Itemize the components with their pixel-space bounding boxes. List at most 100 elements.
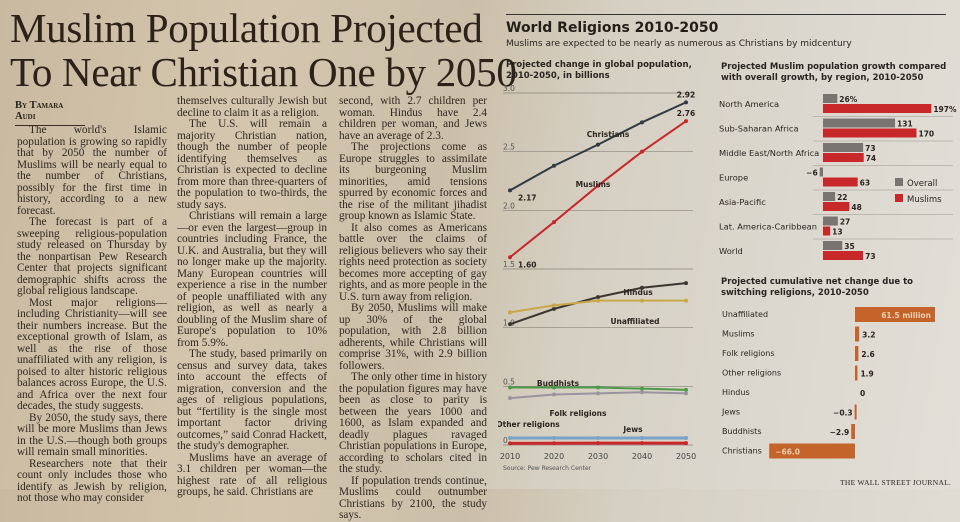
bar-value-label: 73 xyxy=(865,252,875,261)
article-paragraph: By 2050, Muslims will make up 30% of the… xyxy=(339,303,487,372)
bar-overall xyxy=(823,192,835,201)
article-paragraph: The U.S. will remain a majority Christia… xyxy=(177,119,327,211)
data-point xyxy=(508,322,512,326)
article-paragraph: Christians will remain a large—or even t… xyxy=(177,211,327,349)
data-point xyxy=(596,441,600,445)
article-paragraph: By 2050, the study says, there will be m… xyxy=(17,413,167,459)
data-point xyxy=(508,396,512,400)
source-note: Source: Pew Research Center xyxy=(503,465,592,472)
x-tick-label: 2030 xyxy=(588,452,608,461)
bar-value-label: 73 xyxy=(865,144,875,153)
bar-value-label: 74 xyxy=(866,154,876,163)
bar-value-label: 2.6 xyxy=(861,350,874,359)
article-paragraph: The study, based primarily on census and… xyxy=(177,349,327,453)
bar-value-label: −2.9 xyxy=(830,428,850,437)
switching-bar xyxy=(855,366,857,381)
bar-overall xyxy=(823,143,863,152)
bar-muslims xyxy=(823,178,858,187)
data-point xyxy=(684,299,688,303)
bar-muslims xyxy=(823,227,830,236)
article-column-2: themselves culturally Jewish but decline… xyxy=(177,96,327,499)
series-label: Other religions xyxy=(498,420,560,429)
switching-bar xyxy=(855,346,858,361)
x-tick-label: 2040 xyxy=(632,452,652,461)
bar-overall xyxy=(823,94,837,103)
bar-value-label: 61.5 million xyxy=(881,311,931,320)
data-point xyxy=(596,386,600,390)
bar-value-label: 13 xyxy=(832,228,842,237)
data-point xyxy=(552,436,556,440)
series-label: Buddhists xyxy=(537,379,580,388)
category-label: Jews xyxy=(721,408,740,417)
x-tick-label: 2020 xyxy=(544,452,564,461)
data-point xyxy=(640,150,644,154)
data-point xyxy=(508,441,512,445)
bar-overall xyxy=(823,241,842,250)
series-label: Muslims xyxy=(576,180,611,189)
bar-value-label: −0.3 xyxy=(833,409,853,418)
data-point xyxy=(684,441,688,445)
y-tick-label: 2.0 xyxy=(503,201,515,210)
article-paragraph: Researchers note that their count only i… xyxy=(17,459,167,505)
switching-bar xyxy=(851,424,855,439)
region-label: Europe xyxy=(719,173,748,183)
article-paragraph: second, with 2.7 children per woman. Hin… xyxy=(339,96,487,142)
infographic: World Religions 2010-2050 Muslims are ex… xyxy=(498,0,960,489)
bar-value-label: 197% xyxy=(933,105,957,114)
data-point xyxy=(508,255,512,259)
data-point xyxy=(684,436,688,440)
line-chart: 00.51.01.52.02.53.020102020203020402050C… xyxy=(498,85,708,485)
data-label: 1.60 xyxy=(518,260,537,269)
bar-value-label: 0 xyxy=(860,389,865,398)
category-label: Muslims xyxy=(722,330,755,339)
data-point xyxy=(552,393,556,397)
article-paragraph: The only other time in history the popul… xyxy=(339,372,487,476)
data-label: 2.76 xyxy=(677,109,696,118)
bar-muslims xyxy=(823,129,917,138)
switching-chart-title: Projected cumulative net change due to s… xyxy=(721,277,951,299)
byline: By Tamara Audi xyxy=(15,100,85,126)
region-label: Lat. America-Caribbean xyxy=(719,222,817,232)
data-point xyxy=(596,295,600,299)
series-label: Jews xyxy=(622,425,643,434)
data-point xyxy=(552,220,556,224)
headline-line-2: To Near Christian One by 2050 xyxy=(10,50,490,94)
bar-value-label: 48 xyxy=(851,203,861,212)
article-paragraph: Most major religions—including Christian… xyxy=(17,298,167,413)
data-label: 2.17 xyxy=(518,193,537,202)
article-paragraph: themselves culturally Jewish but decline… xyxy=(177,96,327,119)
legend-swatch xyxy=(895,178,903,186)
data-label: 2.92 xyxy=(677,90,696,99)
data-point xyxy=(684,388,688,392)
category-label: Other religions xyxy=(722,369,781,378)
graphic-divider xyxy=(506,14,946,15)
legend-swatch xyxy=(895,194,903,202)
x-tick-label: 2010 xyxy=(500,452,520,461)
graphic-subtitle: Muslims are expected to be nearly as num… xyxy=(506,39,852,49)
data-point xyxy=(640,436,644,440)
bar-overall xyxy=(823,119,895,128)
data-point xyxy=(596,299,600,303)
bar-overall xyxy=(820,168,823,177)
category-label: Buddhists xyxy=(722,427,761,436)
bar-value-label: 131 xyxy=(897,120,913,129)
series-label: Folk religions xyxy=(550,409,608,418)
article-paragraph: The world's Islamic population is growin… xyxy=(17,125,167,217)
series-label: Hindus xyxy=(623,288,653,297)
graphic-title: World Religions 2010-2050 xyxy=(506,20,718,36)
article-paragraph: Muslims have an average of 3.1 children … xyxy=(177,453,327,499)
data-point xyxy=(508,310,512,314)
bar-value-label: 1.9 xyxy=(860,370,873,379)
bar-value-label: 22 xyxy=(837,193,847,202)
data-point xyxy=(684,391,688,395)
data-point xyxy=(508,386,512,390)
y-tick-label: 0 xyxy=(503,436,508,445)
category-label: Folk religions xyxy=(722,349,775,358)
bar-overall xyxy=(823,217,838,226)
data-point xyxy=(596,143,600,147)
x-tick-label: 2050 xyxy=(676,452,696,461)
category-label: Unaffiliated xyxy=(722,310,768,319)
data-point xyxy=(552,441,556,445)
y-tick-label: 1.5 xyxy=(503,260,515,269)
